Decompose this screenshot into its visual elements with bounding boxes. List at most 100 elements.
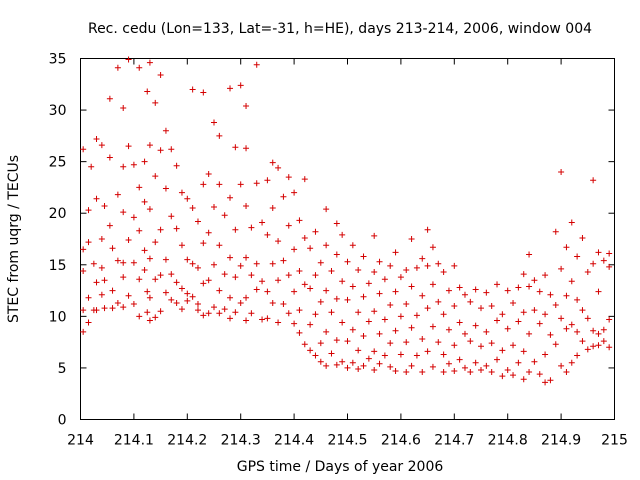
data-point — [547, 291, 554, 298]
data-point — [101, 202, 108, 209]
data-point — [157, 308, 164, 315]
data-point — [515, 284, 522, 291]
data-point — [136, 184, 143, 191]
data-point — [317, 298, 324, 305]
data-point — [114, 299, 121, 306]
data-point — [526, 330, 533, 337]
data-point — [355, 365, 362, 372]
data-point — [472, 359, 479, 366]
data-point — [85, 294, 92, 301]
data-point — [328, 309, 335, 316]
data-point — [269, 159, 276, 166]
data-point — [606, 263, 613, 270]
data-point — [211, 261, 217, 268]
data-point — [376, 290, 383, 297]
data-point — [280, 193, 287, 200]
data-point — [526, 283, 533, 290]
y-tick-label: 35 — [49, 52, 67, 68]
data-point — [136, 227, 143, 234]
data-point — [275, 319, 282, 326]
data-point — [590, 260, 597, 267]
data-point — [488, 369, 495, 376]
data-point — [536, 371, 543, 378]
data-point — [189, 293, 196, 300]
data-point — [291, 288, 298, 295]
data-point — [109, 245, 116, 252]
data-point — [323, 362, 330, 369]
data-point — [408, 283, 415, 290]
data-point — [307, 245, 314, 252]
data-point — [301, 234, 308, 241]
y-axis-label: STEC from uqrg / TECUs — [6, 155, 22, 323]
data-point — [365, 355, 372, 362]
data-point — [253, 260, 260, 267]
data-point — [146, 294, 153, 301]
x-tick-label: 214.4 — [274, 433, 314, 449]
data-point — [606, 316, 613, 323]
data-point — [98, 291, 105, 298]
data-point — [600, 257, 607, 264]
data-point — [237, 299, 244, 306]
data-point — [355, 309, 362, 316]
data-point — [280, 257, 287, 264]
data-point — [563, 244, 570, 251]
data-point — [259, 278, 266, 285]
data-point — [144, 88, 151, 95]
data-point — [381, 352, 388, 359]
data-point — [243, 317, 250, 324]
x-tick-label: 215 — [601, 433, 628, 449]
data-point — [494, 281, 501, 288]
data-point — [253, 180, 260, 187]
data-point — [472, 286, 479, 293]
data-point — [205, 229, 212, 236]
data-point — [85, 207, 92, 214]
data-point — [114, 191, 121, 198]
data-point — [451, 262, 458, 269]
data-point — [291, 189, 298, 196]
data-point — [483, 289, 490, 296]
data-point — [296, 217, 303, 224]
data-point — [130, 161, 137, 168]
y-tick-label: 20 — [49, 206, 67, 222]
data-point — [317, 259, 324, 266]
data-point — [152, 314, 159, 321]
data-point — [264, 177, 271, 184]
data-point — [141, 266, 148, 273]
data-point — [360, 362, 367, 369]
data-point — [146, 255, 153, 262]
data-point — [227, 194, 234, 201]
data-point — [269, 299, 276, 306]
data-point — [205, 277, 212, 284]
data-point — [248, 224, 255, 231]
data-point — [98, 264, 105, 271]
data-point — [504, 366, 511, 373]
data-point — [429, 323, 436, 330]
data-point — [301, 176, 308, 183]
data-point — [243, 254, 250, 261]
data-point — [178, 285, 185, 292]
data-point — [253, 61, 260, 68]
data-point — [125, 56, 132, 63]
data-point — [106, 154, 113, 161]
data-point — [168, 296, 175, 303]
data-point — [504, 325, 511, 332]
data-point — [285, 222, 292, 229]
data-point — [339, 319, 346, 326]
data-point — [130, 259, 137, 266]
data-point — [130, 214, 137, 221]
x-tick-label: 214.1 — [114, 433, 154, 449]
data-point — [98, 142, 105, 149]
data-point — [520, 376, 527, 383]
data-point — [173, 162, 180, 169]
data-point — [221, 212, 228, 219]
data-point — [216, 310, 223, 317]
y-tick-label: 10 — [49, 309, 67, 325]
data-point — [568, 359, 575, 366]
data-point — [296, 307, 303, 314]
data-point — [98, 236, 105, 242]
data-point — [323, 287, 330, 294]
data-point — [106, 95, 113, 102]
data-point — [419, 336, 426, 343]
data-point — [275, 164, 282, 171]
data-point — [520, 309, 527, 316]
